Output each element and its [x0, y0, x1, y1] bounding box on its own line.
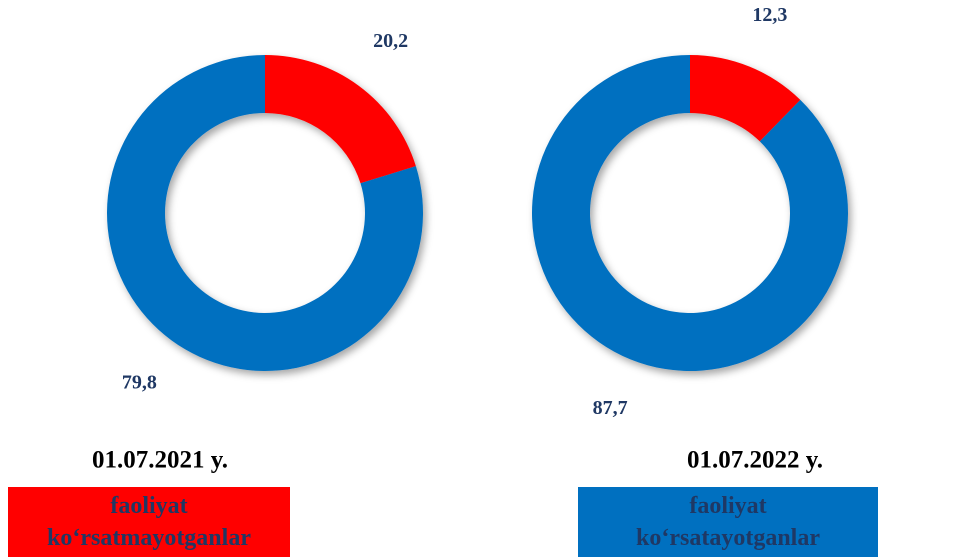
- data-label: 12,3: [752, 4, 787, 26]
- legend-entry: faoliyat ko‘rsatmayotganlar: [8, 487, 290, 557]
- donut-segment: [107, 55, 423, 371]
- data-label: 20,2: [373, 30, 408, 52]
- chart-title: 01.07.2022 y.: [687, 447, 823, 474]
- data-label: 79,8: [122, 371, 157, 393]
- donut-segment: [690, 55, 801, 142]
- data-label: 87,7: [593, 397, 628, 419]
- donut: [107, 55, 423, 371]
- chart-title: 01.07.2021 y.: [92, 447, 228, 474]
- donut-segment: [265, 55, 416, 184]
- legend-entry: faoliyat ko‘rsatayotganlar: [578, 487, 878, 557]
- donut-segment: [532, 55, 848, 371]
- donut: [532, 55, 848, 371]
